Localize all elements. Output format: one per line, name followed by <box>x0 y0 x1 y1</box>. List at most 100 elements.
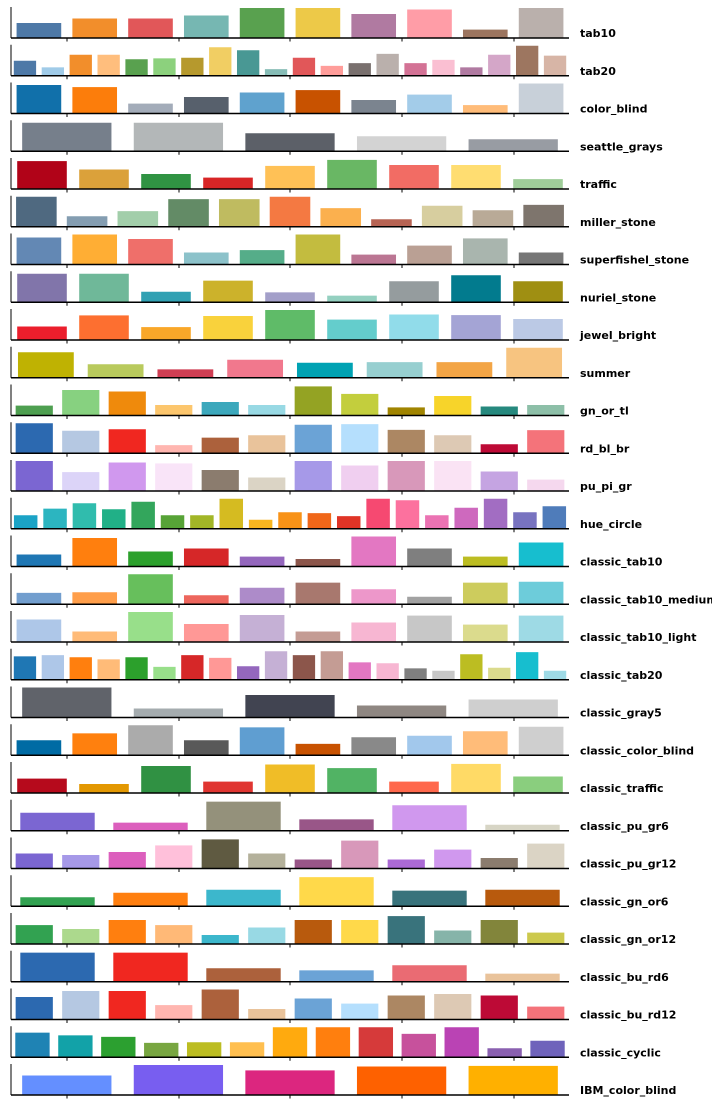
bar <box>183 15 229 38</box>
bar <box>518 252 564 265</box>
palette-panel: classic_tab20 <box>10 648 663 684</box>
bar <box>356 1066 447 1095</box>
bar <box>155 1005 193 1020</box>
palette-panel: summer <box>10 346 631 382</box>
bar <box>468 1065 558 1095</box>
bar <box>434 461 472 491</box>
bar <box>131 501 155 529</box>
bar <box>17 161 67 189</box>
bar <box>351 100 397 114</box>
palette-name-label: classic_tab10 <box>580 556 663 569</box>
bar <box>468 699 558 718</box>
palette-panel: classic_color_blind <box>10 724 694 759</box>
bar <box>294 386 332 416</box>
bar <box>341 393 379 416</box>
bar <box>236 50 260 76</box>
bar <box>407 735 452 756</box>
bar <box>527 479 565 491</box>
bar <box>295 90 341 114</box>
bar <box>128 551 173 567</box>
bar <box>209 47 232 76</box>
bar <box>472 210 514 227</box>
bar <box>62 991 100 1020</box>
bar <box>462 624 508 642</box>
bar <box>434 930 472 944</box>
bar <box>389 165 439 189</box>
bar <box>108 391 146 416</box>
palette-panel: miller_stone <box>10 195 656 231</box>
bar <box>141 174 191 189</box>
bar <box>454 507 478 529</box>
bar <box>79 273 129 303</box>
bar <box>392 890 467 907</box>
bar <box>108 429 146 454</box>
bar <box>181 57 204 76</box>
bar <box>407 9 452 38</box>
bar <box>248 477 286 491</box>
bar <box>387 461 425 491</box>
bar <box>444 1027 479 1058</box>
bar <box>315 1027 351 1058</box>
bar <box>15 997 53 1020</box>
bar <box>113 822 188 831</box>
bar <box>513 319 563 340</box>
bar <box>392 965 467 982</box>
bar <box>307 513 332 529</box>
bar <box>407 94 452 114</box>
bar <box>404 668 427 680</box>
palette-name-label: classic_tab10_light <box>580 631 696 644</box>
bar <box>515 652 539 680</box>
bar <box>294 859 332 869</box>
bar <box>272 1027 308 1058</box>
bar <box>389 314 439 340</box>
bar <box>43 508 67 529</box>
bar <box>128 18 173 38</box>
bar <box>278 512 302 529</box>
bar <box>407 548 452 567</box>
bar <box>13 656 37 680</box>
bar <box>451 275 501 303</box>
bar <box>296 362 353 378</box>
palette-panel: gn_or_tl <box>10 384 629 419</box>
bar <box>434 994 472 1020</box>
bar <box>128 725 173 756</box>
bar <box>17 352 74 378</box>
bar <box>485 973 560 982</box>
bar <box>358 1027 394 1058</box>
bar <box>460 67 483 76</box>
palette-name-label: classic_bu_rd12 <box>580 1009 676 1022</box>
bar <box>201 935 239 944</box>
bar <box>15 925 53 944</box>
palette-name-label: pu_pi_gr <box>580 480 632 493</box>
palette-panel: classic_tab10_light <box>10 611 696 646</box>
bar <box>513 776 563 793</box>
bar <box>294 920 332 944</box>
palette-name-label: IBM_color_blind <box>580 1084 676 1097</box>
bar <box>327 295 377 303</box>
bar <box>13 60 37 76</box>
bar <box>480 471 518 491</box>
bar <box>16 740 62 756</box>
palette-panel: classic_bu_rd6 <box>10 950 669 986</box>
bar <box>265 292 315 303</box>
bar <box>97 54 120 76</box>
bar <box>462 731 508 756</box>
bar <box>513 281 563 303</box>
palette-panel: tab10 <box>10 7 616 42</box>
bar <box>351 622 397 642</box>
bar <box>518 542 564 567</box>
bar <box>518 726 564 756</box>
palette-panel: classic_gn_or12 <box>10 913 676 948</box>
bar <box>108 462 146 491</box>
bar <box>22 1075 112 1095</box>
bar <box>22 122 112 152</box>
bar <box>97 659 120 680</box>
bar <box>341 840 379 869</box>
bar <box>108 991 146 1020</box>
palette-panel: classic_gray5 <box>10 686 662 721</box>
palette-name-label: classic_color_blind <box>580 744 694 757</box>
bar <box>72 631 118 642</box>
bar <box>20 897 95 907</box>
bar <box>407 596 452 605</box>
bar <box>245 1070 335 1095</box>
